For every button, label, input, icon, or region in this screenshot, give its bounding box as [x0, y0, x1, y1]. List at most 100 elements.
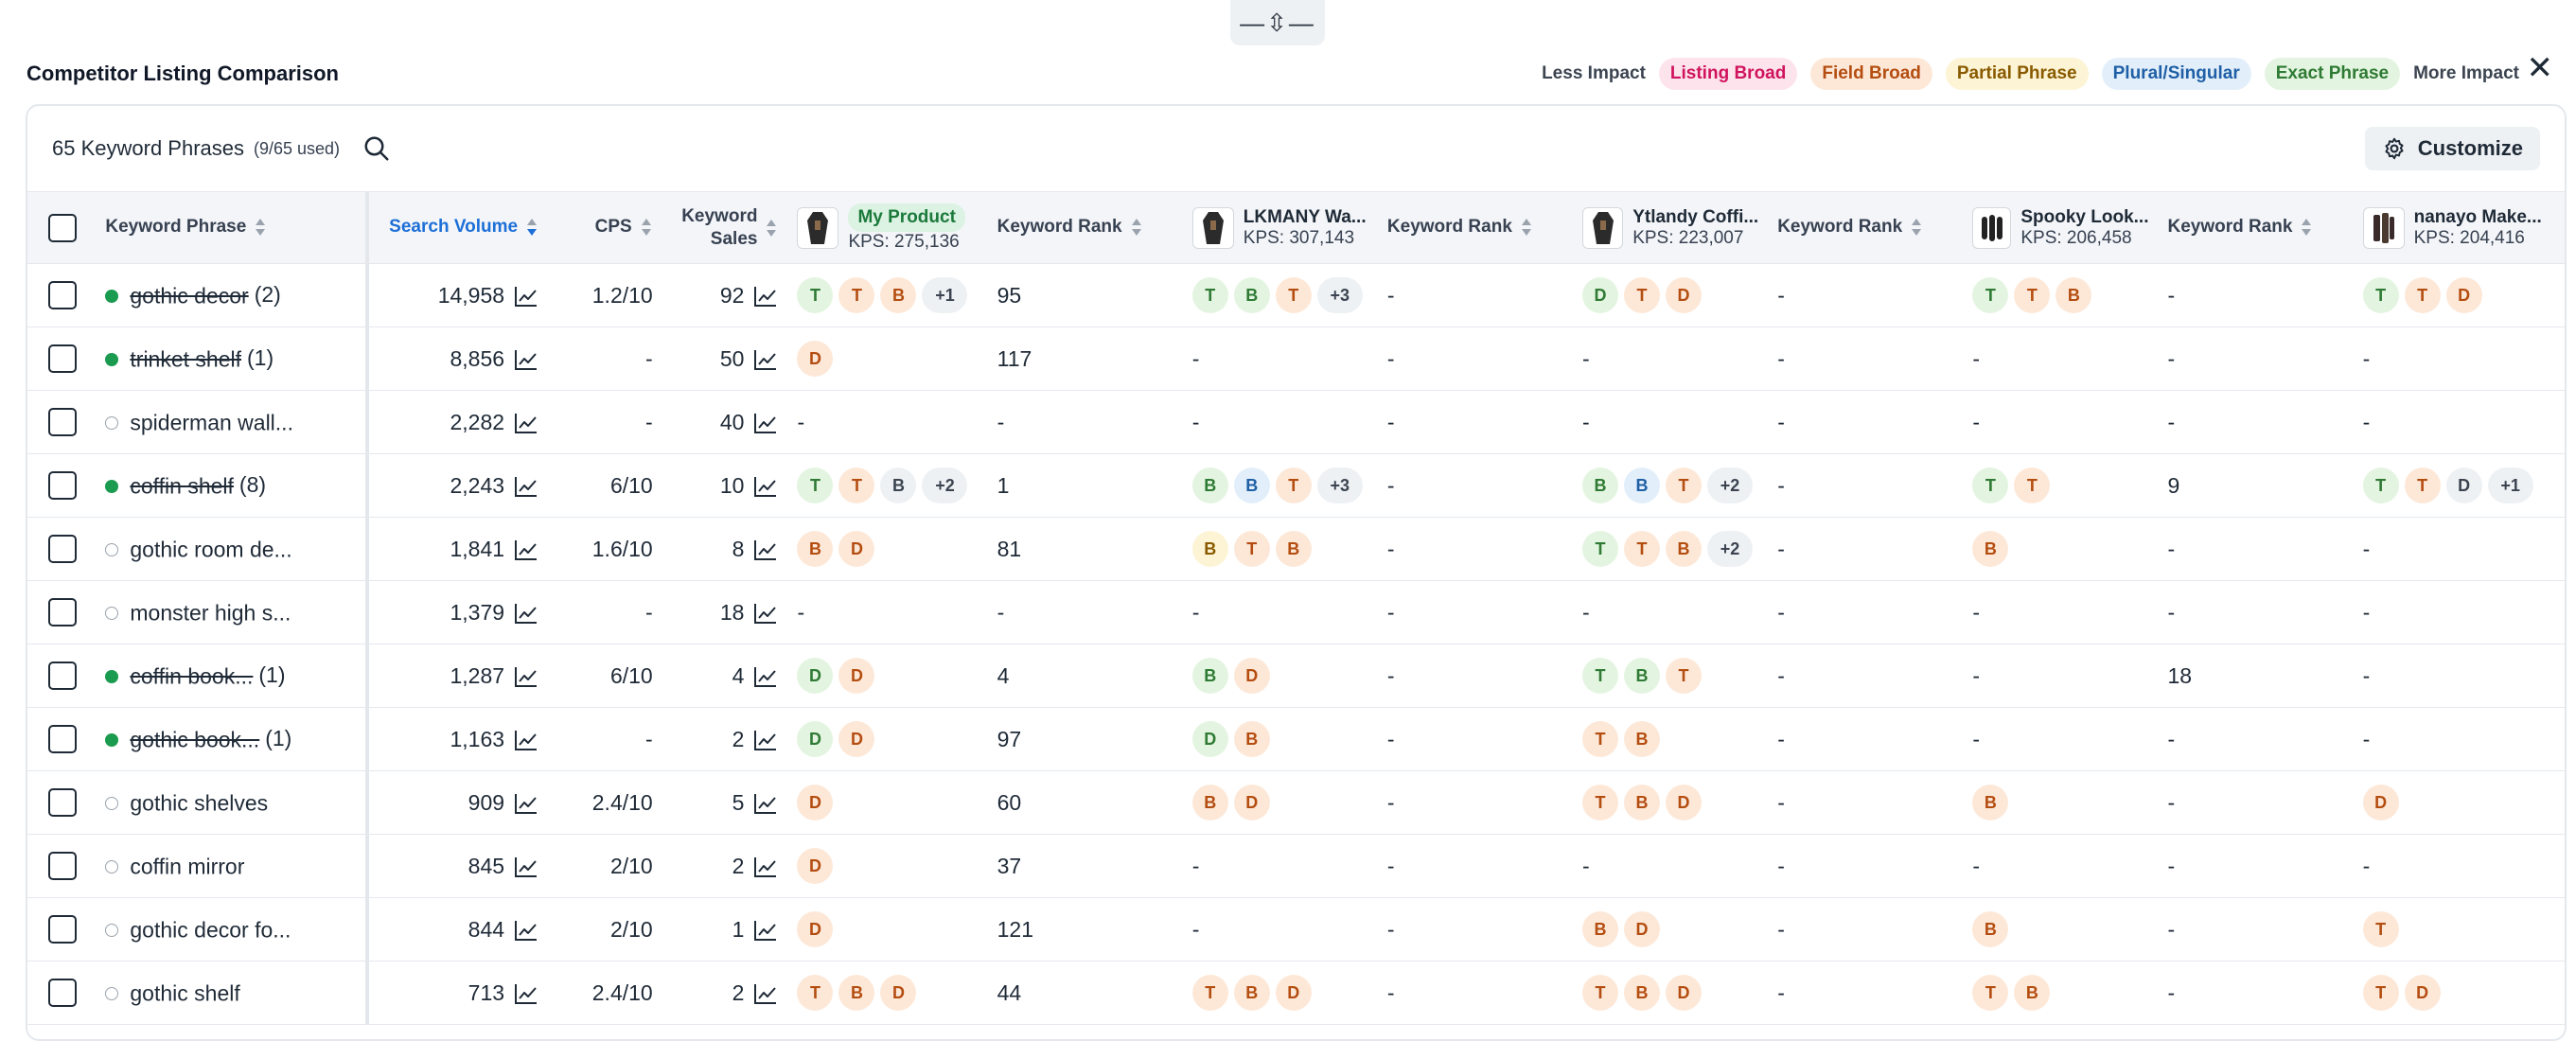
match-type-badge[interactable]: T [2014, 277, 2051, 313]
keyword-text[interactable]: gothic room de... [130, 537, 292, 562]
trend-chart-icon[interactable] [753, 602, 778, 625]
match-type-badge[interactable]: D [797, 658, 834, 694]
column-keyword-rank[interactable]: Keyword Rank [1768, 191, 1964, 264]
row-checkbox[interactable] [48, 852, 77, 880]
keyword-text[interactable]: trinket shelf [130, 346, 241, 372]
column-product-2[interactable]: LKMANY Wa... KPS: 307,143 [1182, 191, 1378, 264]
match-type-badge[interactable]: D [1624, 911, 1661, 947]
sort-icon[interactable] [1130, 217, 1143, 238]
match-type-badge[interactable]: T [1666, 658, 1703, 694]
match-type-badge[interactable]: B [1582, 911, 1619, 947]
row-checkbox[interactable] [48, 598, 77, 626]
search-icon[interactable] [362, 134, 391, 163]
match-type-badge[interactable]: T [1624, 531, 1661, 567]
trend-chart-icon[interactable] [514, 348, 538, 371]
match-type-badge[interactable]: B [1191, 785, 1228, 820]
match-type-badge[interactable]: B [2014, 975, 2051, 1011]
match-type-badge[interactable]: B [1624, 975, 1661, 1011]
match-type-badge[interactable]: T [1191, 975, 1228, 1011]
column-keyword-rank[interactable]: Keyword Rank [1377, 191, 1574, 264]
sort-icon[interactable] [2300, 217, 2313, 238]
close-icon[interactable]: ✕ [2526, 50, 2554, 86]
match-type-badge[interactable]: B [880, 277, 917, 313]
trend-chart-icon[interactable] [514, 285, 538, 308]
match-type-badge[interactable]: T [1582, 785, 1619, 820]
match-type-badge[interactable]: B [797, 531, 834, 567]
keyword-text[interactable]: monster high s... [130, 600, 291, 626]
trend-chart-icon[interactable] [514, 602, 538, 625]
trend-chart-icon[interactable] [514, 412, 538, 434]
match-type-badge[interactable]: T [797, 468, 834, 503]
match-type-badge[interactable]: B [1275, 531, 1312, 567]
more-matches-badge[interactable]: +2 [1707, 531, 1754, 567]
match-type-badge[interactable]: B [1191, 531, 1228, 567]
match-type-badge[interactable]: T [838, 468, 875, 503]
match-type-badge[interactable]: T [1972, 277, 2009, 313]
column-product-5[interactable]: nanayo Make... KPS: 204,416 [2353, 191, 2565, 264]
more-matches-badge[interactable]: +1 [922, 277, 968, 313]
sort-icon[interactable] [765, 218, 778, 238]
row-checkbox[interactable] [48, 408, 77, 436]
product-thumbnail[interactable] [1972, 206, 2012, 249]
row-checkbox[interactable] [48, 725, 77, 753]
match-type-badge[interactable]: D [2362, 785, 2399, 820]
match-type-badge[interactable]: B [1233, 975, 1270, 1011]
product-thumbnail[interactable] [2362, 206, 2405, 249]
row-checkbox[interactable] [48, 915, 77, 944]
more-matches-badge[interactable]: +1 [2487, 468, 2533, 503]
trend-chart-icon[interactable] [514, 919, 538, 942]
trend-chart-icon[interactable] [753, 348, 778, 371]
match-type-badge[interactable]: D [797, 721, 834, 757]
match-type-badge[interactable]: T [2362, 911, 2399, 947]
trend-chart-icon[interactable] [514, 729, 538, 751]
trend-chart-icon[interactable] [753, 919, 778, 942]
trend-chart-icon[interactable] [514, 665, 538, 688]
trend-chart-icon[interactable] [753, 285, 778, 308]
match-type-badge[interactable]: T [2404, 277, 2441, 313]
row-checkbox[interactable] [48, 344, 77, 373]
trend-chart-icon[interactable] [514, 792, 538, 815]
column-search-volume[interactable]: Search Volume [366, 191, 549, 264]
match-type-badge[interactable]: D [838, 658, 875, 694]
match-type-badge[interactable]: B [1972, 531, 2009, 567]
select-all-checkbox[interactable] [48, 213, 77, 242]
match-type-badge[interactable]: B [1191, 658, 1228, 694]
match-type-badge[interactable]: D [838, 531, 875, 567]
sort-icon[interactable] [1520, 217, 1533, 238]
keyword-text[interactable]: gothic decor [130, 283, 249, 309]
column-keyword-phrase[interactable]: Keyword Phrase [96, 191, 369, 264]
match-type-badge[interactable]: B [838, 975, 875, 1011]
match-type-badge[interactable]: B [1624, 658, 1661, 694]
more-matches-badge[interactable]: +2 [922, 468, 968, 503]
match-type-badge[interactable]: D [2445, 468, 2482, 503]
match-type-badge[interactable]: D [797, 341, 834, 377]
keyword-text[interactable]: coffin book... [130, 663, 254, 689]
match-type-badge[interactable]: T [797, 975, 834, 1011]
match-type-badge[interactable]: D [880, 975, 917, 1011]
trend-chart-icon[interactable] [514, 475, 538, 498]
column-product-4[interactable]: Spooky Look... KPS: 206,458 [1963, 191, 2159, 264]
row-checkbox[interactable] [48, 471, 77, 500]
trend-chart-icon[interactable] [514, 982, 538, 1005]
column-keyword-rank[interactable]: Keyword Rank [2158, 191, 2354, 264]
match-type-badge[interactable]: T [2404, 468, 2441, 503]
match-type-badge[interactable]: T [1275, 277, 1312, 313]
match-type-badge[interactable]: D [1233, 785, 1270, 820]
match-type-badge[interactable]: B [1233, 721, 1270, 757]
match-type-badge[interactable]: T [1582, 975, 1619, 1011]
match-type-badge[interactable]: T [1275, 468, 1312, 503]
more-matches-badge[interactable]: +3 [1316, 277, 1363, 313]
match-type-badge[interactable]: T [1972, 468, 2009, 503]
keyword-text[interactable]: coffin shelf [130, 473, 234, 499]
sort-icon[interactable] [1910, 217, 1923, 238]
trend-chart-icon[interactable] [753, 729, 778, 751]
product-thumbnail[interactable] [1191, 206, 1234, 249]
match-type-badge[interactable]: T [2362, 975, 2399, 1011]
match-type-badge[interactable]: T [797, 277, 834, 313]
keyword-text[interactable]: gothic shelf [130, 980, 240, 1006]
row-checkbox[interactable] [48, 979, 77, 1007]
column-cps[interactable]: CPS [548, 191, 662, 264]
match-type-badge[interactable]: D [797, 785, 834, 820]
match-type-badge[interactable]: D [797, 848, 834, 884]
match-type-badge[interactable]: D [1275, 975, 1312, 1011]
